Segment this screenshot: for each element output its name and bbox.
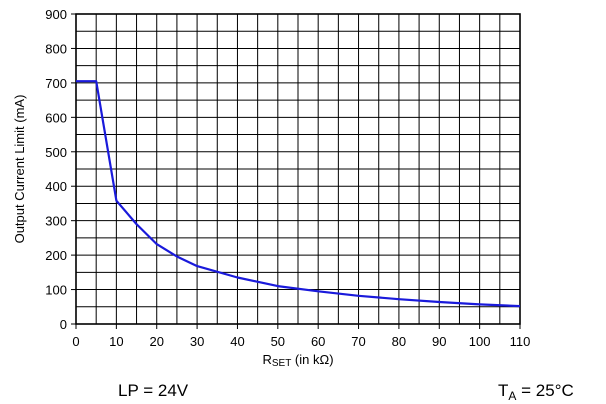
- supply-voltage-note: LP = 24V: [118, 381, 189, 400]
- x-axis-label: RSET (in kΩ): [262, 352, 333, 369]
- x-tick-label: 80: [392, 334, 406, 349]
- y-tick-label: 100: [45, 283, 67, 298]
- y-tick-label: 0: [60, 317, 67, 332]
- y-tick-label: 200: [45, 248, 67, 263]
- x-tick-label: 90: [432, 334, 446, 349]
- ambient-temperature-note: TA = 25°C: [498, 381, 574, 403]
- x-tick-label: 70: [351, 334, 365, 349]
- temperature-note-rest: = 25°C: [516, 381, 574, 400]
- x-tick-label: 10: [109, 334, 123, 349]
- y-tick-label: 600: [45, 110, 67, 125]
- grid: [75, 13, 521, 325]
- x-tick-label: 50: [271, 334, 285, 349]
- y-tick-label: 500: [45, 145, 67, 160]
- tick-labels: 0 10 20 30 40 50 60 70 80 90 100 110 0 100 200 300 400 50…: [45, 7, 530, 349]
- x-tick-label: 60: [311, 334, 325, 349]
- x-axis-label-subscript: SET: [272, 358, 291, 369]
- y-tick-label: 300: [45, 214, 67, 229]
- y-axis-label: Output Current Limit (mA): [12, 95, 27, 244]
- plot-frame: [75, 13, 521, 325]
- x-tick-label: 100: [469, 334, 491, 349]
- y-tick-label: 800: [45, 41, 67, 56]
- temperature-note-main: T: [498, 381, 509, 400]
- tick-marks: [71, 13, 521, 329]
- temperature-note-subscript: A: [508, 389, 517, 403]
- x-tick-label: 20: [149, 334, 163, 349]
- y-tick-label: 900: [45, 7, 67, 22]
- x-axis-label-rest: (in kΩ): [291, 352, 333, 367]
- x-axis-label-main: R: [262, 352, 271, 367]
- y-tick-label: 700: [45, 76, 67, 91]
- x-tick-label: 30: [190, 334, 204, 349]
- series-line: [76, 80, 521, 308]
- x-tick-label: 110: [510, 334, 531, 349]
- x-tick-label: 0: [72, 334, 79, 349]
- y-tick-label: 400: [45, 179, 67, 194]
- x-tick-label: 40: [230, 334, 244, 349]
